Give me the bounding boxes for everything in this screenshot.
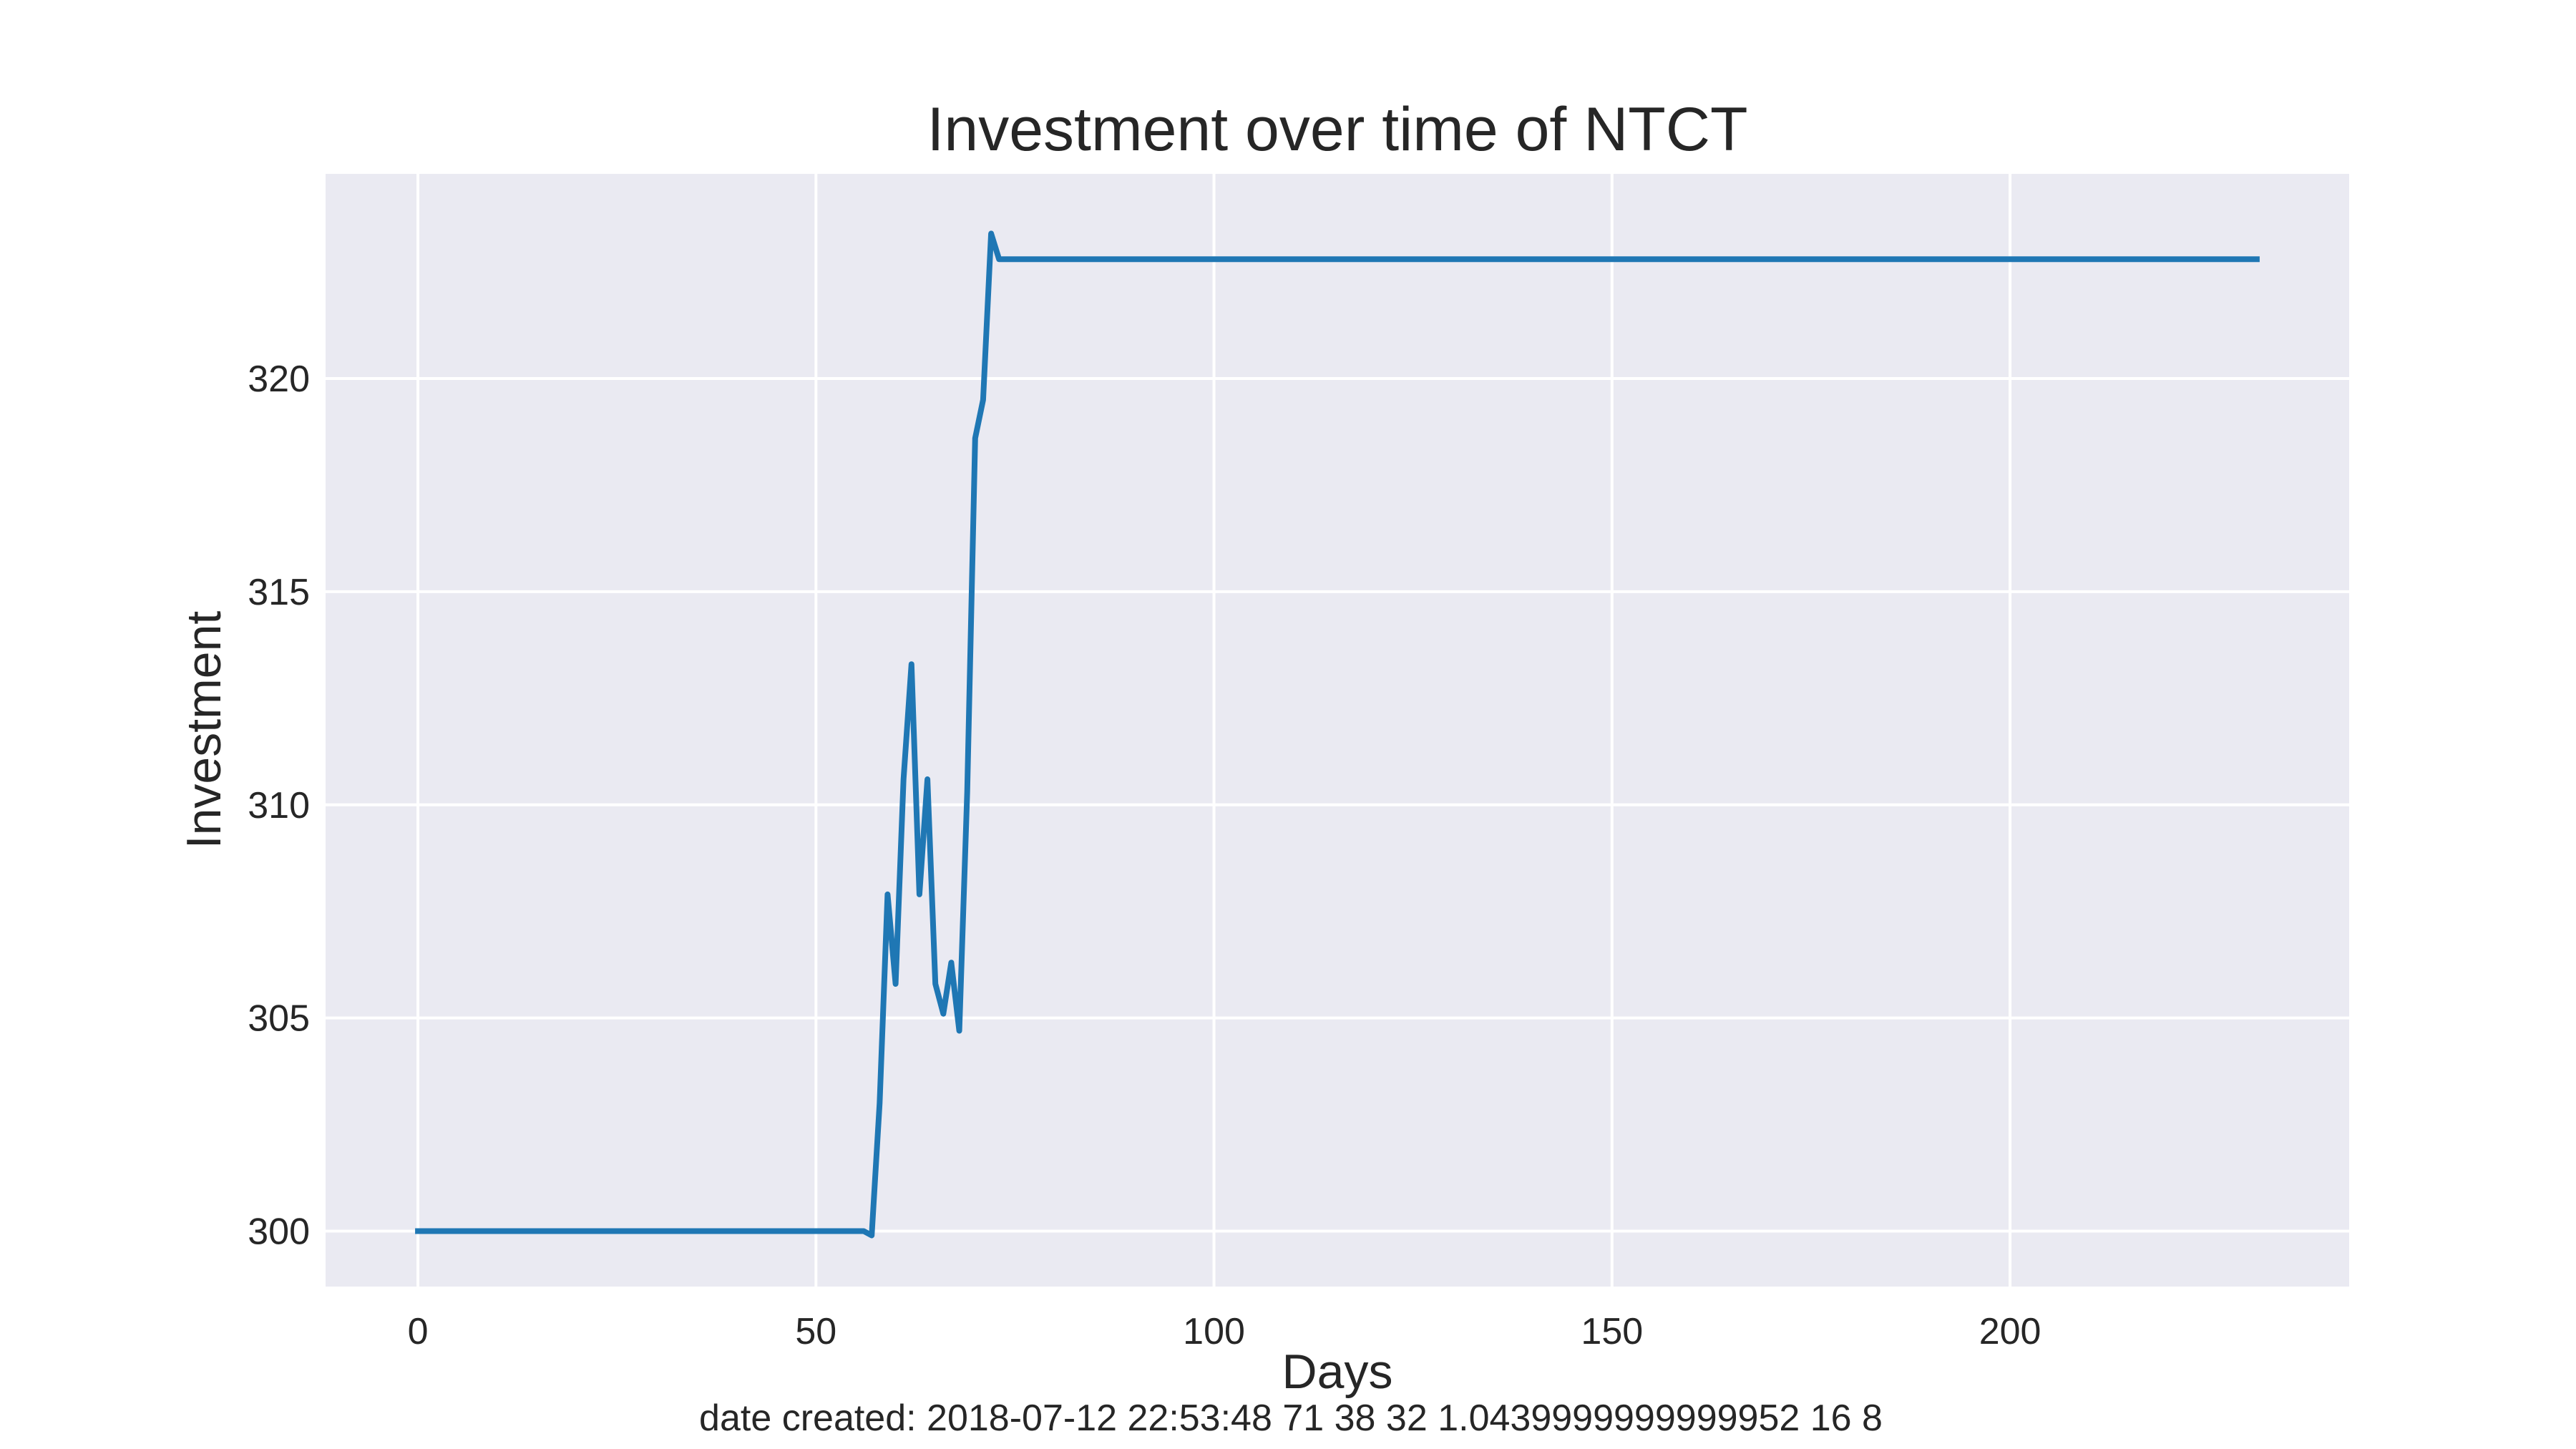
plot-area	[326, 174, 2349, 1287]
series-layer	[415, 230, 2260, 1239]
y-tick-label: 300	[248, 1211, 310, 1253]
grid-lines	[326, 174, 2349, 1287]
x-tick-label: 150	[1581, 1311, 1643, 1352]
x-axis-label: Days	[1282, 1345, 1393, 1399]
y-axis-label: Investment	[177, 611, 231, 849]
x-tick-label: 50	[795, 1311, 836, 1352]
y-tick-label: 310	[248, 785, 310, 826]
y-tick-label: 315	[248, 572, 310, 613]
chart-title: Investment over time of NTCT	[927, 95, 1748, 164]
x-tick-label: 200	[1979, 1311, 2041, 1352]
y-tick-label: 305	[248, 998, 310, 1040]
x-tick-label: 100	[1183, 1311, 1245, 1352]
series-line	[415, 230, 2260, 1239]
y-tick-labels: 300 305 310 315 320	[248, 358, 310, 1253]
x-tick-label: 0	[408, 1311, 429, 1352]
y-tick-label: 320	[248, 358, 310, 400]
footer-date-note: date created: 2018-07-12 22:53:48 71 38 …	[699, 1397, 1883, 1439]
x-tick-labels: 0 50 100 150 200	[408, 1311, 2041, 1352]
